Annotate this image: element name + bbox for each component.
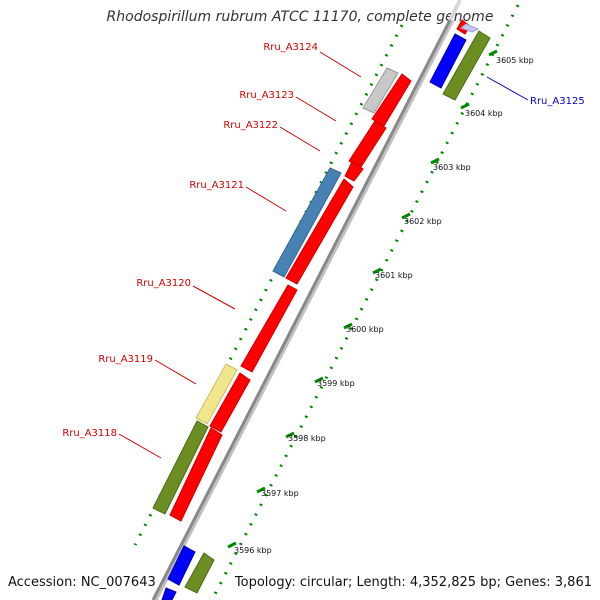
tick-label-3600: 3600 kbp — [346, 325, 384, 334]
gene-box-Rru_A3121[interactable] — [272, 167, 342, 278]
gene-box-Rru_A3118[interactable] — [152, 420, 209, 515]
accession-text: Accession: NC_007643 — [8, 575, 156, 590]
gene-box-blue-top[interactable] — [429, 33, 467, 89]
label-leader-Rru_A3125 — [486, 76, 529, 101]
tick-label-3596: 3596 kbp — [234, 546, 272, 555]
backbone-top-fade — [448, 0, 462, 21]
tick-label-3605: 3605 kbp — [496, 56, 534, 65]
tick-label-3601: 3601 kbp — [375, 271, 413, 280]
tick-label-3603: 3603 kbp — [433, 163, 471, 172]
gene-label-Rru_A3119: Rru_A3119 — [98, 354, 153, 365]
gene-box-green-bottom[interactable] — [184, 552, 215, 594]
gene-box-Rru_A3118-red[interactable] — [209, 372, 251, 433]
map-title: Rhodospirillum rubrum ATCC 11170, comple… — [106, 9, 494, 25]
backbone-shadow — [152, 18, 455, 600]
gene-box-Rru_A3124[interactable] — [362, 67, 399, 114]
gene-box-blue-bottom[interactable] — [167, 545, 196, 586]
tick-label-3597: 3597 kbp — [261, 489, 299, 498]
gene-label-Rru_A3118: Rru_A3118 — [62, 428, 117, 439]
gene-label-Rru_A3120: Rru_A3120 — [136, 278, 191, 289]
gene-box-blue-bottom2[interactable] — [161, 587, 177, 600]
gene-label-Rru_A3125: Rru_A3125 — [530, 96, 585, 107]
tick-label-3598: 3598 kbp — [288, 434, 326, 443]
gene-box-Rru_A3119[interactable] — [195, 363, 238, 425]
backbone-line — [151, 19, 452, 600]
gene-box-Rru_A3120b[interactable] — [240, 284, 298, 373]
gene-box-lavender-top[interactable] — [459, 23, 480, 33]
gene-label-Rru_A3122: Rru_A3122 — [223, 120, 278, 131]
gene-label-Rru_A3121: Rru_A3121 — [189, 180, 244, 191]
gene-label-Rru_A3124: Rru_A3124 — [263, 42, 318, 53]
gene-box-red-lower[interactable] — [169, 427, 223, 522]
gene-box-Rru_A3122[interactable] — [348, 120, 387, 168]
tick-label-3599: 3599 kbp — [317, 379, 355, 388]
gene-label-Rru_A3123: Rru_A3123 — [239, 90, 294, 101]
label-leaders — [118, 51, 362, 459]
gene-box-Rru_A3125[interactable] — [442, 30, 491, 101]
topology-text: Topology: circular; Length: 4,352,825 bp… — [234, 575, 592, 590]
minor-ticks — [227, 49, 498, 549]
gene-box-small-red[interactable] — [344, 161, 364, 182]
tick-label-3602: 3602 kbp — [404, 217, 442, 226]
gene-box-Rru_A3120[interactable] — [285, 178, 354, 285]
tick-label-3604: 3604 kbp — [465, 109, 503, 118]
gene-box-Rru_A3123[interactable] — [371, 73, 412, 127]
